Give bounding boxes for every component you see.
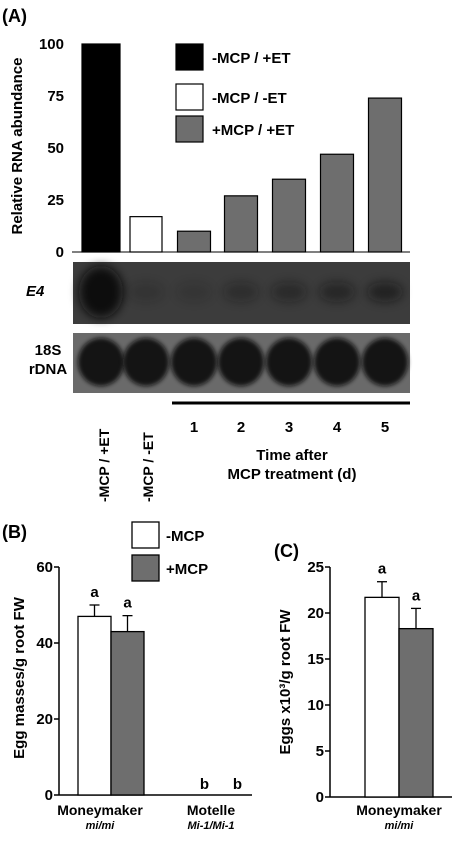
panel-b-category-moneymaker: Moneymaker (57, 802, 143, 818)
panel-c-letter-0-0: a (378, 561, 387, 578)
panel-a-ytick-0: 0 (56, 244, 64, 261)
panel-a-ytick-2: 50 (47, 140, 64, 157)
panel-b-sublabel-motelle: Mi-1/Mi-1 (187, 820, 234, 832)
panel-a-ylabel: Relative RNA abundance (9, 58, 26, 235)
panel-b-legend-label-1: +MCP (166, 561, 208, 578)
panel-a-bars (81, 43, 403, 253)
lane-label-minus-mcp-plus-et: -MCP / +ET (96, 428, 112, 502)
panel-a-legend-swatch-1 (175, 83, 204, 111)
panel-c-ytick-1: 5 (316, 743, 324, 760)
e4-band-1 (128, 282, 164, 302)
lane-label-minus-mcp-minus-et: -MCP / -ET (140, 432, 156, 502)
rdna-band-0 (78, 338, 124, 386)
panel-c-bars: aa (364, 561, 434, 798)
rdna-band-5 (314, 338, 360, 386)
panel-a-legend-label-2: +MCP / +ET (212, 122, 294, 139)
panel-a-bar-3 (223, 195, 259, 253)
e4-band-0 (79, 266, 123, 318)
panel-b-ytick-0: 0 (45, 787, 53, 804)
rdna-blot: 18S rDNA (29, 333, 410, 393)
panel-a-legend: -MCP / +ET -MCP / -ET +MCP / +ET (175, 43, 294, 143)
time-tick-5: 5 (381, 419, 389, 436)
e4-band-3 (223, 282, 259, 302)
time-tick-3: 3 (285, 419, 293, 436)
panel-b-legend-label-0: -MCP (166, 528, 204, 545)
panel-a-bar-5 (319, 153, 355, 253)
panel-b-category-motelle: Motelle (187, 802, 235, 818)
panel-a-label: (A) (2, 6, 27, 26)
panel-c-ytick-5: 25 (307, 559, 324, 576)
panel-c-ytick-2: 10 (307, 697, 324, 714)
rdna-label-line1: 18S (35, 342, 62, 359)
panel-a-bar-1 (129, 216, 163, 253)
panel-b-bar-1-0 (110, 630, 145, 796)
panel-c-ytick-4: 20 (307, 605, 324, 622)
panel-b-letter-1-0: a (123, 595, 132, 612)
rdna-band-4 (266, 338, 312, 386)
time-tick-labels: 1 2 3 4 5 (190, 419, 389, 436)
panel-b-bars: a b a b (77, 584, 242, 796)
panel-c-ytick-0: 0 (316, 789, 324, 806)
panel-c-bar-0-0 (364, 596, 400, 798)
panel-b-bar-0-0 (77, 615, 112, 796)
panel-a-y-axis: 0 25 50 75 100 (39, 36, 410, 261)
rdna-band-6 (362, 338, 408, 386)
panel-b-sublabel-moneymaker: mi/mi (86, 820, 116, 832)
panel-a-legend-label-1: -MCP / -ET (212, 90, 287, 107)
panel-a-ytick-4: 100 (39, 36, 64, 53)
rdna-band-1 (123, 338, 169, 386)
panel-c-bar-1-0 (398, 627, 434, 798)
rdna-band-2 (171, 338, 217, 386)
rdna-bands (78, 338, 408, 386)
panel-b-ytick-2: 40 (36, 635, 53, 652)
time-label-line2: MCP treatment (d) (228, 466, 357, 483)
panel-c-category-moneymaker: Moneymaker (356, 802, 442, 818)
panel-c-label: (C) (274, 541, 299, 561)
e4-label: E4 (26, 283, 45, 300)
panel-a-chart: Relative RNA abundance 0 25 50 75 100 -MCP /… (9, 36, 410, 261)
time-tick-2: 2 (237, 419, 245, 436)
panel-b-ylabel: Egg masses/g root FW (11, 596, 28, 759)
rdna-label-line2: rDNA (29, 361, 68, 378)
panel-b-legend: -MCP +MCP (131, 521, 208, 582)
panel-a-bar-6 (367, 97, 403, 253)
panel-c-y-axis: 0 5 10 15 20 25 (307, 559, 452, 806)
panel-b-ytick-3: 60 (36, 559, 53, 576)
panel-a-legend-swatch-0 (175, 43, 204, 71)
panel-b-legend-swatch-0 (131, 521, 160, 549)
panel-a-ytick-1: 25 (47, 192, 64, 209)
e4-band-4 (271, 282, 307, 302)
lane-labels: -MCP / +ET -MCP / -ET 1 2 3 4 5 Time after M… (96, 401, 410, 502)
time-label-line1: Time after (256, 447, 328, 464)
panel-a-legend-swatch-2 (175, 115, 204, 143)
panel-a-bar-0 (81, 43, 121, 253)
rdna-band-3 (218, 338, 264, 386)
panel-a-bar-4 (271, 178, 307, 253)
panel-c-ytick-3: 15 (307, 651, 324, 668)
time-tick-4: 4 (333, 419, 342, 436)
panel-c-ylabel: Eggs x10³/g root FW (277, 609, 294, 755)
panel-b-letter-1-1: b (233, 776, 242, 793)
panel-a-legend-label-0: -MCP / +ET (212, 50, 291, 67)
panel-b-ytick-1: 20 (36, 711, 53, 728)
panel-b-letter-0-0: a (90, 584, 99, 601)
panel-a-bar-2 (176, 230, 212, 253)
panel-b-chart: Egg masses/g root FW 0 20 40 60 a b a b Moneym… (11, 559, 252, 832)
panel-a-ytick-3: 75 (47, 88, 64, 105)
time-tick-1: 1 (190, 419, 198, 436)
e4-band-6 (367, 282, 403, 302)
panel-c-sublabel-moneymaker: mi/mi (385, 820, 415, 832)
e4-band-5 (319, 282, 355, 302)
panel-c-letter-1-0: a (412, 587, 421, 604)
e4-band-2 (176, 282, 212, 302)
e4-bands (79, 266, 403, 318)
e4-blot: E4 (26, 262, 410, 324)
panel-b-legend-swatch-1 (131, 554, 160, 582)
panel-b-letter-0-1: b (200, 776, 209, 793)
panel-b-label: (B) (2, 522, 27, 542)
